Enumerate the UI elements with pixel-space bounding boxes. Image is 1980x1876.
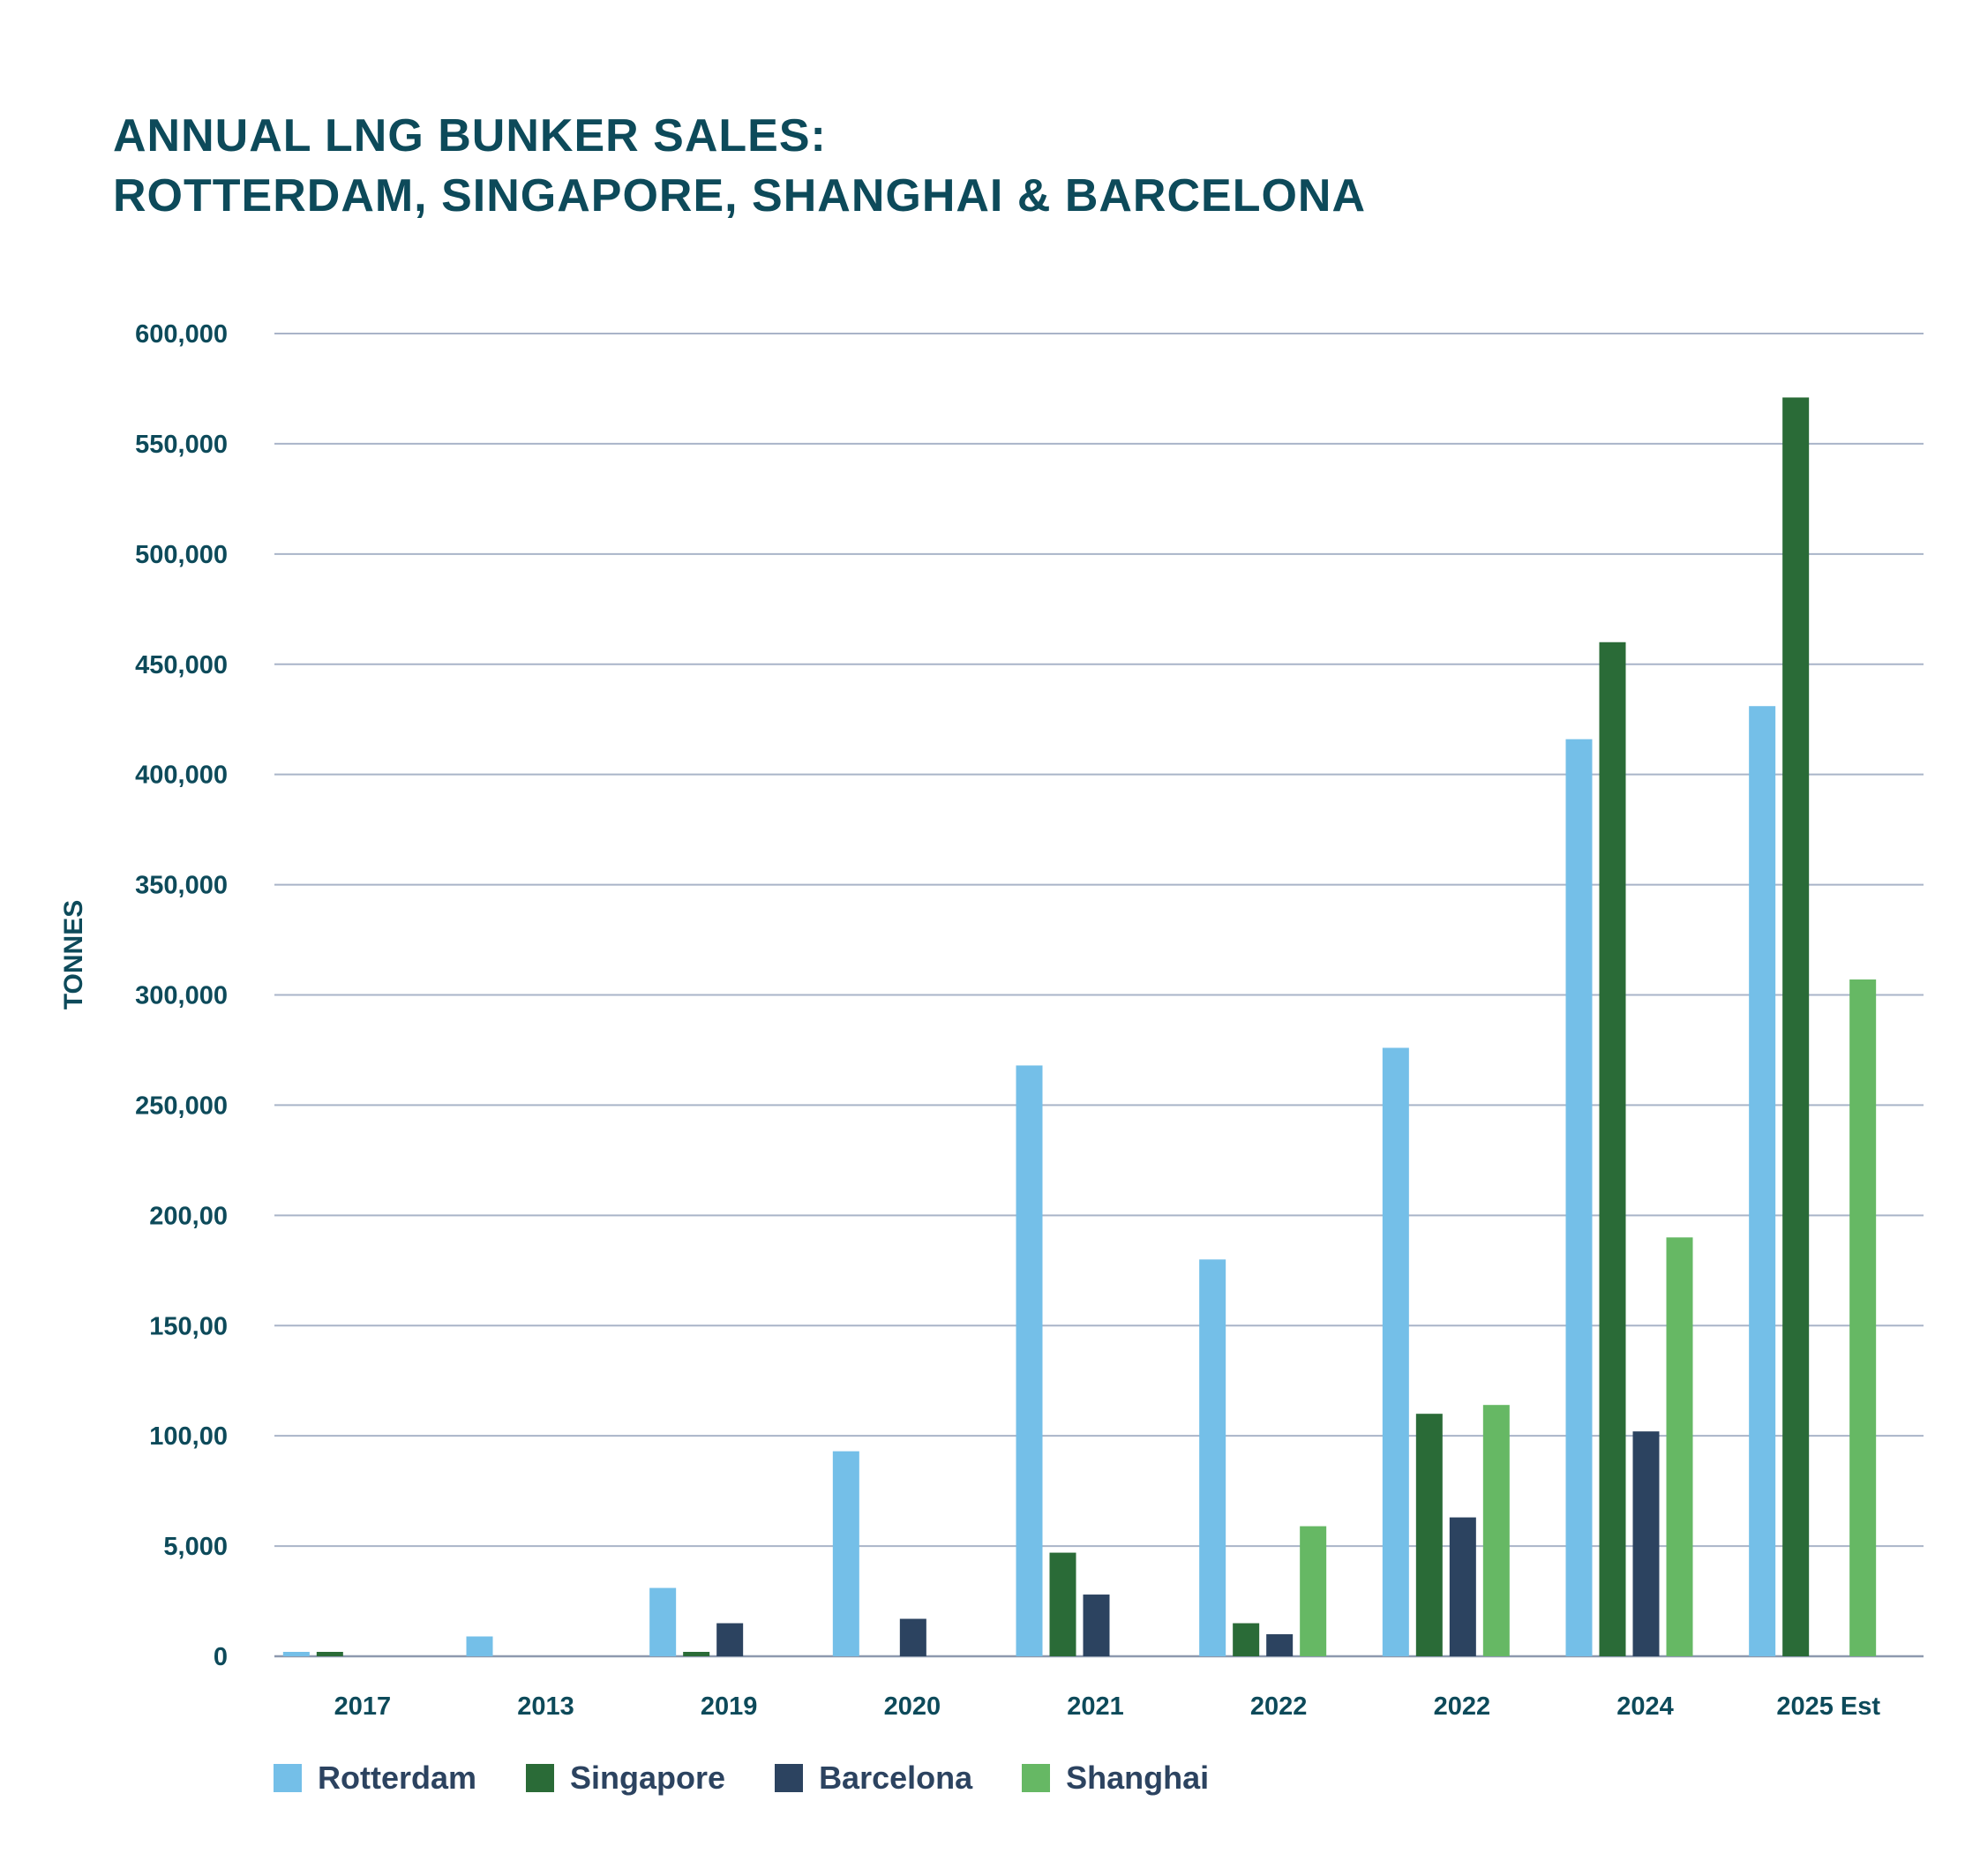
bar-barcelona xyxy=(716,1623,744,1656)
y-tick-label: 600,000 xyxy=(135,320,228,349)
bar-rotterdam xyxy=(1199,1259,1226,1656)
x-tick-label: 2020 xyxy=(884,1692,941,1721)
x-tick-label: 2024 xyxy=(1616,1692,1674,1721)
bar-barcelona xyxy=(1266,1634,1294,1656)
bar-rotterdam xyxy=(282,1652,310,1656)
bar-rotterdam xyxy=(466,1636,493,1656)
bar-rotterdam xyxy=(1749,706,1776,1657)
y-tick-label: 100,00 xyxy=(149,1422,228,1451)
bar-shanghai xyxy=(1849,979,1877,1656)
legend-swatch xyxy=(775,1764,804,1792)
legend-label: Singapore xyxy=(570,1760,726,1796)
legend-item-barcelona: Barcelona xyxy=(775,1760,972,1797)
legend-label: Shanghai xyxy=(1066,1760,1210,1796)
legend-item-shanghai: Shanghai xyxy=(1022,1760,1209,1797)
x-tick-label: 2022 xyxy=(1250,1692,1308,1721)
bars xyxy=(282,397,1877,1657)
bar-shanghai xyxy=(1300,1526,1327,1656)
y-tick-label: 250,000 xyxy=(135,1092,228,1120)
bar-barcelona xyxy=(899,1618,926,1656)
legend-item-singapore: Singapore xyxy=(526,1760,725,1797)
y-tick-label: 200,00 xyxy=(149,1202,228,1230)
gridlines xyxy=(274,333,1924,1658)
chart-title: ANNUAL LNG BUNKER SALES: xyxy=(113,110,827,161)
bar-barcelona xyxy=(1083,1595,1110,1656)
bar-shanghai xyxy=(1482,1405,1510,1656)
legend-label: Barcelona xyxy=(819,1760,973,1796)
bar-rotterdam xyxy=(1565,739,1593,1656)
bar-singapore xyxy=(1049,1552,1076,1656)
x-tick-label: 2025 Est xyxy=(1776,1692,1880,1721)
bar-singapore xyxy=(1415,1414,1443,1656)
bar-singapore xyxy=(1599,642,1626,1657)
legend-swatch xyxy=(1022,1764,1051,1792)
y-tick-label: 5,000 xyxy=(163,1533,228,1561)
legend-swatch xyxy=(526,1764,555,1792)
legend-swatch xyxy=(274,1764,302,1792)
y-tick-label: 400,000 xyxy=(135,762,228,790)
legend-label: Rotterdam xyxy=(318,1760,477,1796)
bar-singapore xyxy=(316,1652,343,1656)
x-axis-ticks: 2017 2013 2019 2020 2021 2022 2022 2024 2025 Est xyxy=(334,1692,1881,1721)
bar-barcelona xyxy=(1449,1517,1476,1656)
bar-shanghai xyxy=(1666,1237,1693,1656)
y-axis-ticks: 0 5,000 100,00 150,00 200,00 250,000 300,000 35… xyxy=(135,320,228,1671)
x-tick-label: 2021 xyxy=(1067,1692,1124,1721)
bar-singapore xyxy=(1233,1623,1260,1656)
x-tick-label: 2017 xyxy=(334,1692,392,1721)
legend: Rotterdam Singapore Barcelona Shanghai xyxy=(274,1760,1258,1797)
bar-rotterdam xyxy=(1382,1047,1409,1656)
chart-subtitle: ROTTERDAM, SINGAPORE, SHANGHAI & BARCELO… xyxy=(113,170,1367,221)
x-tick-label: 2019 xyxy=(701,1692,758,1721)
bar-rotterdam xyxy=(832,1451,859,1656)
bar-singapore xyxy=(1782,397,1810,1656)
bar-rotterdam xyxy=(649,1587,677,1656)
y-tick-label: 0 xyxy=(214,1643,228,1671)
chart-title-block: ANNUAL LNG BUNKER SALES: ROTTERDAM, SING… xyxy=(113,106,1366,226)
y-tick-label: 450,000 xyxy=(135,651,228,679)
x-tick-label: 2022 xyxy=(1434,1692,1491,1721)
y-tick-label: 300,000 xyxy=(135,982,228,1010)
y-tick-label: 350,000 xyxy=(135,872,228,900)
bar-barcelona xyxy=(1632,1431,1660,1656)
bar-rotterdam xyxy=(1016,1065,1043,1656)
legend-item-rotterdam: Rotterdam xyxy=(274,1760,476,1797)
y-axis-title: TONNES xyxy=(59,900,88,1009)
x-tick-label: 2013 xyxy=(517,1692,574,1721)
y-tick-label: 500,000 xyxy=(135,541,228,569)
bar-singapore xyxy=(683,1652,710,1656)
y-tick-label: 550,000 xyxy=(135,431,228,459)
y-tick-label: 150,00 xyxy=(149,1312,228,1340)
